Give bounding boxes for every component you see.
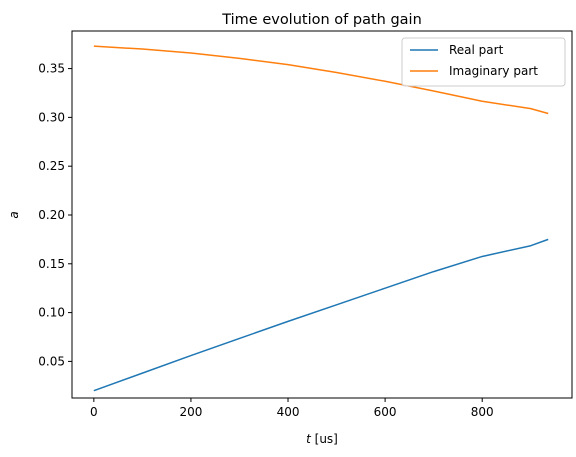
legend-label: Imaginary part <box>449 64 538 78</box>
y-axis-label: a <box>7 211 21 218</box>
y-axis: 0.05 0.10 0.15 0.20 0.25 0.30 0.35 <box>38 62 72 368</box>
legend-frame <box>401 37 566 87</box>
x-axis-label-unit: [us] <box>311 432 338 446</box>
legend: Real part Imaginary part <box>401 37 566 87</box>
x-axis-label: t [us] <box>306 432 338 446</box>
series-layer <box>93 45 549 392</box>
x-tick-label: 800 <box>471 405 494 419</box>
x-axis: 0 200 400 600 800 <box>90 398 494 419</box>
y-tick-label: 0.20 <box>38 208 65 222</box>
series-line-imaginary-part <box>93 45 549 115</box>
chart-title: Time evolution of path gain <box>221 12 422 28</box>
y-tick-label: 0.05 <box>38 354 65 368</box>
x-tick-label: 600 <box>374 405 397 419</box>
x-tick-label: 200 <box>179 405 202 419</box>
y-tick-label: 0.15 <box>38 257 65 271</box>
y-tick-label: 0.10 <box>38 306 65 320</box>
x-tick-label: 0 <box>90 405 98 419</box>
y-tick-label: 0.35 <box>38 62 65 76</box>
y-tick-label: 0.25 <box>38 159 65 173</box>
x-axis-label-var: t <box>306 432 312 446</box>
series-line-real-part <box>93 238 549 392</box>
x-tick-label: 400 <box>277 405 300 419</box>
legend-label: Real part <box>449 43 504 57</box>
y-tick-label: 0.30 <box>38 110 65 124</box>
